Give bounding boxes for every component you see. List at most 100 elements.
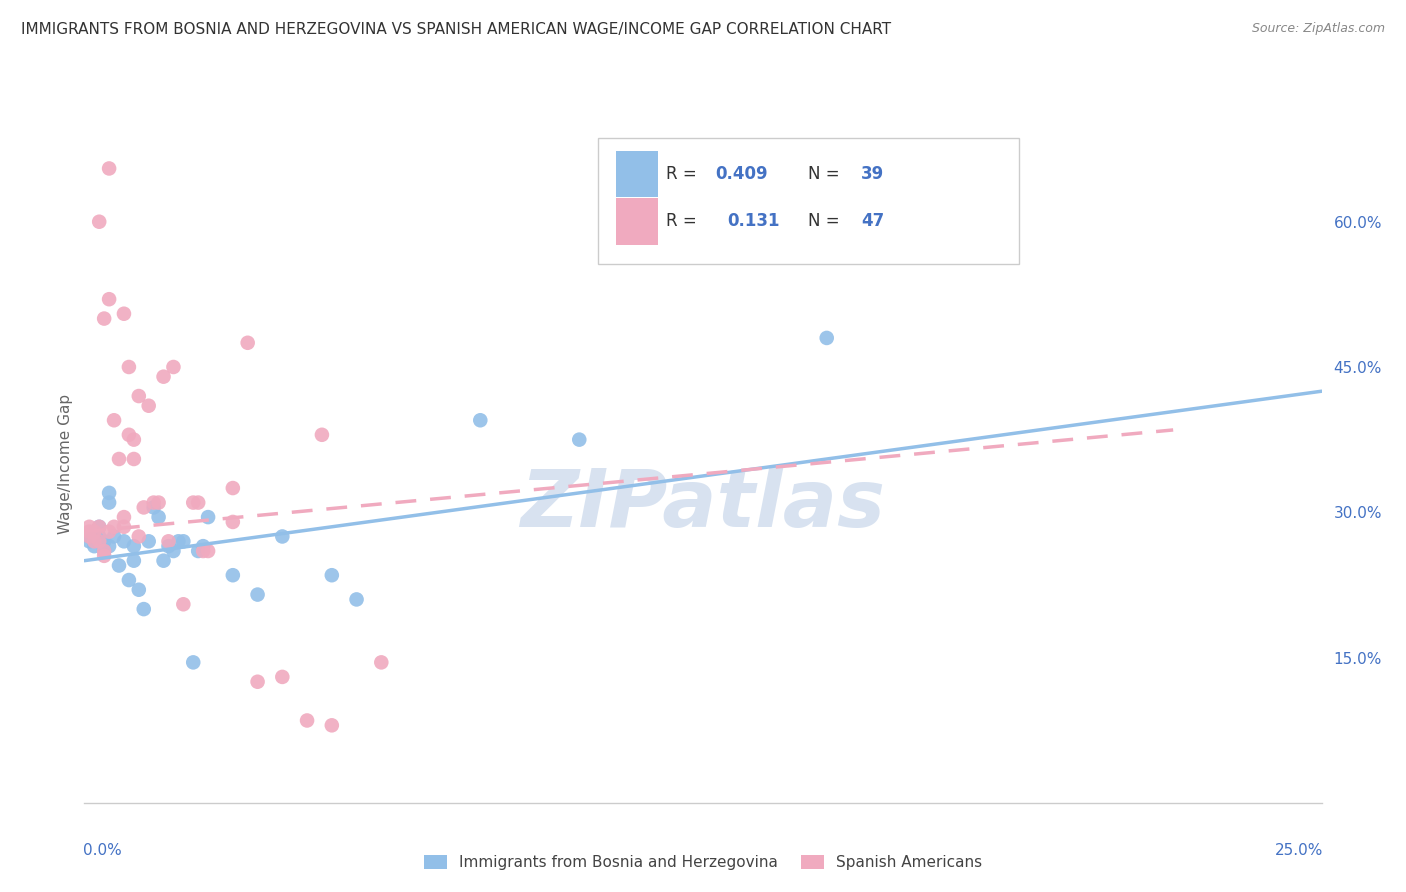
Point — [128, 529, 150, 543]
Point — [112, 307, 135, 321]
Point — [181, 656, 204, 670]
Text: N =: N = — [808, 165, 845, 183]
Text: N =: N = — [808, 212, 845, 230]
Text: 0.0%: 0.0% — [83, 844, 122, 858]
Point — [83, 524, 105, 539]
Point — [246, 674, 269, 689]
Point — [172, 597, 194, 611]
Point — [83, 524, 105, 539]
Text: 0.409: 0.409 — [716, 165, 768, 183]
Point — [89, 534, 111, 549]
Point — [79, 524, 101, 539]
Point — [246, 588, 269, 602]
Text: 47: 47 — [862, 212, 884, 230]
Point — [108, 452, 131, 467]
Point — [162, 359, 184, 374]
Point — [295, 714, 318, 728]
Point — [187, 544, 209, 558]
Text: 0.131: 0.131 — [728, 212, 780, 230]
Point — [152, 554, 174, 568]
FancyBboxPatch shape — [616, 151, 658, 197]
Point — [142, 495, 165, 509]
Point — [148, 495, 170, 509]
Point — [122, 554, 145, 568]
Point — [89, 520, 111, 534]
Point — [79, 529, 101, 543]
Point — [122, 433, 145, 447]
Point — [132, 602, 155, 616]
Text: Source: ZipAtlas.com: Source: ZipAtlas.com — [1251, 22, 1385, 36]
Point — [181, 495, 204, 509]
Point — [187, 495, 209, 509]
Point — [222, 568, 245, 582]
Point — [112, 510, 135, 524]
Point — [83, 534, 105, 549]
Point — [271, 670, 294, 684]
FancyBboxPatch shape — [616, 198, 658, 245]
Point — [89, 529, 111, 543]
Text: ZIPatlas: ZIPatlas — [520, 466, 886, 543]
Text: 39: 39 — [862, 165, 884, 183]
Point — [93, 544, 115, 558]
Point — [128, 582, 150, 597]
Point — [172, 534, 194, 549]
Point — [83, 539, 105, 553]
Point — [98, 495, 121, 509]
Point — [222, 515, 245, 529]
Point — [191, 544, 214, 558]
Point — [197, 510, 219, 524]
Text: 25.0%: 25.0% — [1274, 844, 1323, 858]
Point — [370, 656, 392, 670]
Point — [271, 529, 294, 543]
Point — [89, 520, 111, 534]
Point — [103, 413, 125, 427]
Point — [98, 539, 121, 553]
Point — [142, 500, 165, 515]
Point — [112, 520, 135, 534]
Point — [122, 539, 145, 553]
Point — [148, 510, 170, 524]
Point — [108, 558, 131, 573]
Point — [93, 311, 115, 326]
Point — [98, 486, 121, 500]
Point — [138, 534, 160, 549]
Point — [321, 568, 343, 582]
Point — [79, 534, 101, 549]
FancyBboxPatch shape — [598, 138, 1018, 264]
Point — [815, 331, 838, 345]
Point — [321, 718, 343, 732]
Point — [93, 534, 115, 549]
Point — [470, 413, 492, 427]
Point — [236, 335, 259, 350]
Legend: Immigrants from Bosnia and Herzegovina, Spanish Americans: Immigrants from Bosnia and Herzegovina, … — [418, 849, 988, 877]
Point — [167, 534, 190, 549]
Point — [93, 544, 115, 558]
Point — [79, 529, 101, 543]
Point — [346, 592, 368, 607]
Y-axis label: Wage/Income Gap: Wage/Income Gap — [58, 393, 73, 534]
Point — [162, 544, 184, 558]
Point — [191, 539, 214, 553]
Point — [112, 534, 135, 549]
Point — [118, 427, 141, 442]
Point — [89, 215, 111, 229]
Point — [311, 427, 333, 442]
Point — [152, 369, 174, 384]
Point — [118, 573, 141, 587]
Point — [157, 534, 180, 549]
Point — [157, 539, 180, 553]
Point — [122, 452, 145, 467]
Point — [98, 161, 121, 176]
Point — [197, 544, 219, 558]
Point — [138, 399, 160, 413]
Point — [222, 481, 245, 495]
Point — [568, 433, 591, 447]
Point — [98, 292, 121, 306]
Point — [118, 359, 141, 374]
Point — [103, 520, 125, 534]
Point — [93, 549, 115, 563]
Point — [79, 520, 101, 534]
Point — [128, 389, 150, 403]
Text: R =: R = — [666, 212, 713, 230]
Text: IMMIGRANTS FROM BOSNIA AND HERZEGOVINA VS SPANISH AMERICAN WAGE/INCOME GAP CORRE: IMMIGRANTS FROM BOSNIA AND HERZEGOVINA V… — [21, 22, 891, 37]
